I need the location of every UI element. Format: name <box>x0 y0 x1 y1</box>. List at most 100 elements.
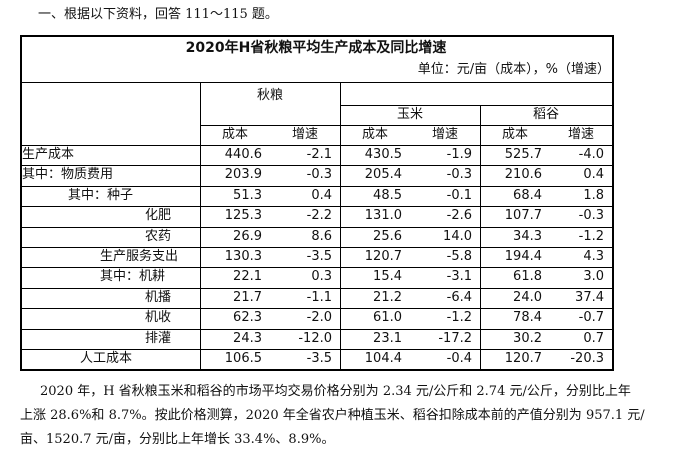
rule <box>20 165 612 166</box>
cell: 125.3 <box>224 208 262 224</box>
rule <box>20 369 612 371</box>
group-header: 玉米 <box>396 107 423 122</box>
cell: 203.9 <box>224 167 262 183</box>
cell: 26.9 <box>233 228 262 244</box>
group-header: 稻谷 <box>532 107 559 122</box>
cell: 37.4 <box>575 289 604 305</box>
cell: 194.4 <box>504 249 542 264</box>
rule <box>200 125 612 126</box>
rule <box>20 226 612 228</box>
rule <box>612 35 614 371</box>
cell: 14.0 <box>443 228 472 244</box>
intro: 一、根据以下资料，回答 111～115 题。 <box>38 7 278 22</box>
cell: 8.6 <box>311 228 332 244</box>
cell: -3.5 <box>306 249 332 264</box>
paragraph-line: 上涨 28.6%和 8.7%。按此价格测算，2020 年全省农户种植玉米、稻谷扣… <box>20 408 645 423</box>
cell: 205.4 <box>364 167 402 183</box>
row-label: 机收 <box>145 310 172 326</box>
rule <box>20 82 612 83</box>
row-label: 生产成本 <box>22 147 75 162</box>
rule <box>20 185 612 187</box>
cell: 525.7 <box>504 147 542 162</box>
rule <box>20 267 612 268</box>
cell: 21.7 <box>233 289 262 305</box>
row-label: 化肥 <box>145 208 172 224</box>
column-header: 增速 <box>291 127 318 142</box>
cell: -0.1 <box>446 187 472 203</box>
cell: 107.7 <box>504 208 542 224</box>
cell: -5.8 <box>446 249 472 264</box>
rule <box>20 328 612 330</box>
cell: 21.2 <box>373 289 402 305</box>
rule <box>480 105 481 370</box>
cell: -2.1 <box>306 147 332 162</box>
table-unit: 单位：元/亩（成本），%（增速） <box>417 62 610 77</box>
cell: 0.7 <box>583 330 604 346</box>
cell: 15.4 <box>373 269 402 285</box>
row-label: 生产服务支出 <box>100 249 179 264</box>
column-header: 成本 <box>221 127 248 142</box>
cell: 24.0 <box>513 289 542 305</box>
cell: 210.6 <box>504 167 542 183</box>
cell: 4.3 <box>583 249 604 264</box>
cell: 130.3 <box>224 249 262 264</box>
cell: 104.4 <box>364 351 402 366</box>
cell: 24.3 <box>233 330 262 346</box>
cell: 131.0 <box>364 208 402 224</box>
rule <box>340 105 612 106</box>
row-label: 人工成本 <box>80 351 133 366</box>
row-label: 排灌 <box>145 330 172 346</box>
cell: -17.2 <box>438 330 472 346</box>
cell: 61.0 <box>373 310 402 326</box>
cell: -0.7 <box>578 310 604 326</box>
cell: -6.4 <box>446 289 472 305</box>
column-header: 增速 <box>567 127 594 142</box>
row-label: 其中：机耕 <box>100 269 166 285</box>
cell: -4.0 <box>578 147 604 162</box>
row-label: 其中：种子 <box>68 187 134 203</box>
cell: -1.2 <box>578 228 604 244</box>
cell: -0.3 <box>446 167 472 183</box>
cell: -20.3 <box>570 351 604 366</box>
cell: -0.3 <box>306 167 332 183</box>
row-label: 其中：物质费用 <box>22 167 114 183</box>
cell: -0.4 <box>446 351 472 366</box>
cell: -3.1 <box>446 269 472 285</box>
cell: 120.7 <box>504 351 542 366</box>
cell: -0.3 <box>578 208 604 224</box>
cell: 30.2 <box>513 330 542 346</box>
rule <box>200 82 201 370</box>
cell: -1.2 <box>446 310 472 326</box>
cell: 0.4 <box>311 187 332 203</box>
column-header: 成本 <box>361 127 388 142</box>
group-header: 秋粮 <box>256 88 283 103</box>
cell: 68.4 <box>513 187 542 203</box>
column-header: 成本 <box>501 127 528 142</box>
cell: 1.8 <box>583 187 604 203</box>
cell: 0.3 <box>311 269 332 285</box>
rule <box>20 35 612 37</box>
cell: -2.0 <box>306 310 332 326</box>
rule <box>20 308 612 309</box>
paragraph-line: 2020 年，H 省秋粮玉米和稻谷的市场平均交易价格分别为 2.34 元/公斤和… <box>40 384 631 399</box>
cell: 62.3 <box>233 310 262 326</box>
cell: 440.6 <box>224 147 262 162</box>
rule <box>20 349 612 350</box>
cell: 25.6 <box>373 228 402 244</box>
rule <box>20 145 612 146</box>
rule <box>20 206 612 207</box>
cell: 23.1 <box>373 330 402 346</box>
cell: 48.5 <box>373 187 402 203</box>
cell: -1.1 <box>306 289 332 305</box>
cell: -1.9 <box>446 147 472 162</box>
row-label: 机播 <box>145 289 172 305</box>
cell: -2.2 <box>306 208 332 224</box>
table-title: 2020年H省秋粮平均生产成本及同比增速 <box>185 40 447 56</box>
cell: 3.0 <box>583 269 604 285</box>
column-header: 增速 <box>431 127 458 142</box>
cell: 0.4 <box>583 167 604 183</box>
cell: -3.5 <box>306 351 332 366</box>
cell: 61.8 <box>513 269 542 285</box>
rule <box>20 287 612 289</box>
